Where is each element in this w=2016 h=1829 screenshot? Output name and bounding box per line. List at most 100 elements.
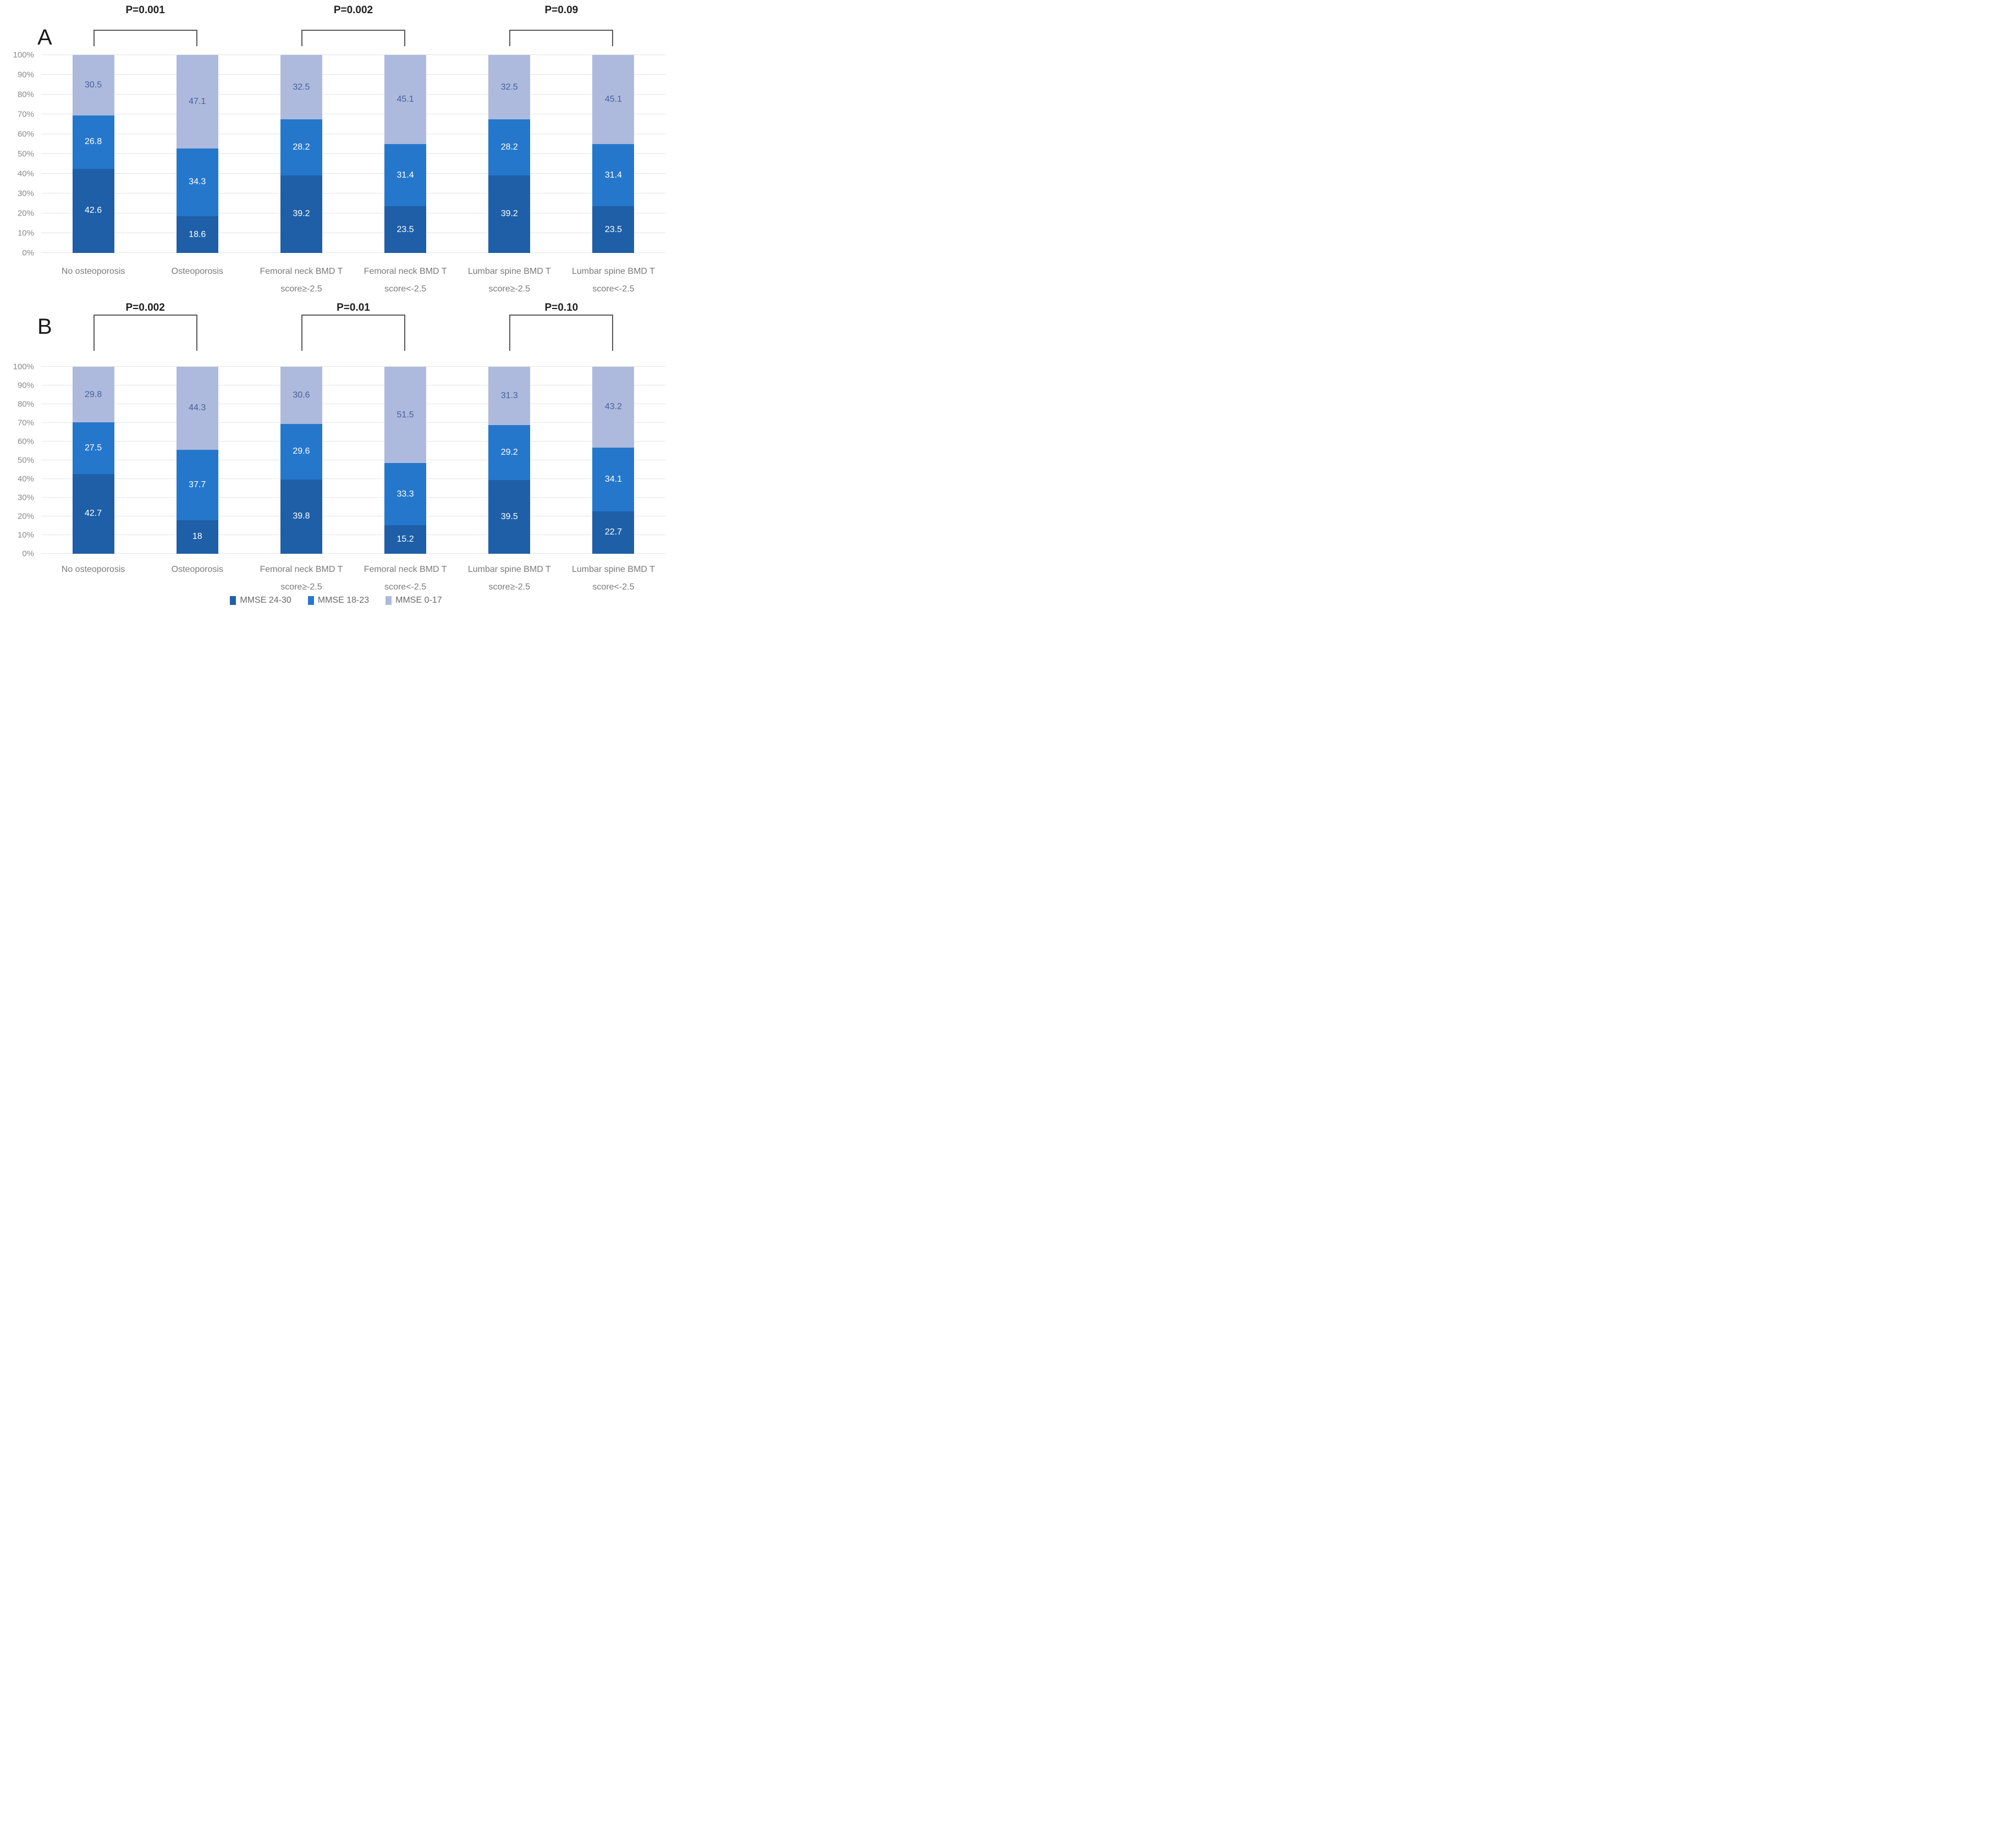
category-label: Lumbar spine BMD T score<-2.5 (572, 565, 655, 592)
bar-value-label: 26.8 (85, 137, 102, 147)
bar-segment: 39.5 (488, 480, 531, 554)
bar-segment: 32.5 (280, 55, 322, 120)
significance-bracket (93, 30, 197, 46)
bar-segment: 43.2 (592, 367, 635, 448)
y-tick-label: 90% (17, 70, 34, 80)
y-tick-label: 40% (17, 169, 34, 179)
bar-value-label: 34.3 (189, 177, 206, 187)
chart-legend: MMSE 24-30 MMSE 18-23 MMSE 0-17 (0, 596, 672, 605)
stacked-bar: 30.6 29.6 39.8 (280, 367, 322, 554)
bar-value-label: 39.2 (500, 209, 518, 219)
category-label: Lumbar spine BMD T score≥-2.5 (467, 565, 551, 592)
p-value-label: P=0.10 (544, 302, 579, 313)
stacked-bar: 45.1 31.4 23.5 (384, 55, 427, 253)
bar-slot: 32.5 28.2 39.2 (249, 55, 353, 253)
y-tick-label: 20% (17, 511, 34, 521)
y-tick-label: 30% (17, 189, 34, 199)
stacked-bar: 45.1 31.4 23.5 (592, 55, 635, 253)
bar-segment: 32.5 (488, 55, 531, 120)
p-value-label: P=0.01 (337, 302, 370, 313)
bar-slot: 31.3 29.2 39.5 (458, 367, 561, 554)
stacked-bar: 31.3 29.2 39.5 (488, 367, 531, 554)
bar-slot: 51.5 33.3 15.2 (354, 367, 458, 554)
bar-value-label: 29.6 (293, 447, 310, 456)
bar-segment: 18 (176, 520, 218, 554)
bar-segment: 29.6 (280, 424, 322, 480)
bar-segment: 42.7 (72, 473, 114, 554)
bar-value-label: 47.1 (189, 96, 206, 106)
category-label: Femoral neck BMD T score<-2.5 (363, 267, 447, 294)
bar-value-label: 32.5 (293, 82, 310, 92)
category-label: No osteoporosis (61, 565, 125, 574)
bar-segment: 31.4 (592, 144, 635, 207)
bar-segment: 31.3 (488, 367, 531, 426)
category-label: Lumbar spine BMD T score<-2.5 (572, 267, 655, 294)
gridline (41, 441, 665, 442)
bar-value-label: 31.3 (500, 391, 518, 401)
legend-swatch (307, 596, 314, 605)
category-label: Osteoporosis (171, 267, 223, 276)
bar-value-label: 45.1 (396, 95, 414, 104)
gridline (41, 366, 665, 367)
bar-value-label: 27.5 (85, 443, 102, 453)
p-value-label: P=0.09 (544, 4, 579, 16)
y-tick-label: 10% (17, 228, 34, 238)
y-tick-label: 50% (17, 455, 34, 465)
category-label: Femoral neck BMD T score<-2.5 (363, 565, 447, 592)
bar-slot: 32.5 28.2 39.2 (458, 55, 561, 253)
bar-value-label: 51.5 (396, 410, 414, 420)
gridline (41, 478, 665, 479)
y-tick-label: 10% (17, 530, 34, 540)
bar-slot: 29.8 27.5 42.7 (41, 367, 145, 554)
legend-item: MMSE 18-23 (307, 596, 369, 605)
stacked-bar: 29.8 27.5 42.7 (72, 367, 114, 554)
legend-swatch (230, 596, 236, 605)
bar-value-label: 33.3 (396, 489, 414, 499)
p-value-label: P=0.001 (125, 4, 165, 16)
stacked-bar: 32.5 28.2 39.2 (488, 55, 531, 253)
stacked-bar: 30.5 26.8 42.6 (72, 55, 114, 253)
category-label: Femoral neck BMD T score≥-2.5 (260, 267, 343, 294)
bar-segment: 39.2 (488, 175, 531, 253)
bar-segment: 15.2 (384, 525, 427, 554)
bar-segment: 29.2 (488, 425, 531, 480)
bar-segment: 39.8 (280, 479, 322, 554)
y-tick-label: 100% (13, 50, 34, 60)
gridline (41, 153, 665, 154)
y-tick-label: 90% (17, 381, 34, 390)
bar-slot: 43.2 34.1 22.7 (561, 367, 665, 554)
y-tick-label: 80% (17, 90, 34, 100)
bar-value-label: 34.1 (604, 474, 622, 484)
gridline (41, 252, 665, 253)
legend-swatch (385, 596, 392, 605)
bar-value-label: 29.8 (85, 389, 102, 399)
legend-label: MMSE 24-30 (240, 596, 291, 605)
bar-value-label: 37.7 (189, 480, 206, 489)
bar-value-label: 31.4 (396, 170, 414, 180)
bar-segment: 23.5 (384, 206, 427, 253)
bar-value-label: 30.6 (293, 390, 310, 400)
bar-segment: 33.3 (384, 463, 427, 526)
panel-letter-b: B (37, 315, 52, 339)
stacked-bar: 47.1 34.3 18.6 (176, 55, 218, 253)
bar-value-label: 39.8 (293, 511, 310, 521)
bar-segment: 18.6 (176, 216, 218, 253)
bar-value-label: 31.4 (604, 170, 622, 180)
gridline (41, 193, 665, 194)
significance-bracket (93, 315, 197, 351)
y-tick-label: 50% (17, 149, 34, 159)
bar-value-label: 32.5 (500, 82, 518, 92)
panel-letter-a: A (37, 25, 52, 49)
bar-slot: 47.1 34.3 18.6 (145, 55, 249, 253)
bar-segment: 44.3 (176, 367, 218, 450)
legend-item: MMSE 0-17 (385, 596, 442, 605)
bar-segment: 22.7 (592, 511, 635, 554)
stacked-bar: 32.5 28.2 39.2 (280, 55, 322, 253)
plot-area: 0% 10% 20% 30% 40% 50% 60% 70% 80% 90% 100% 29.8 27.… (13, 362, 665, 559)
y-tick-label: 80% (17, 399, 34, 409)
category-label: Femoral neck BMD T score≥-2.5 (260, 565, 343, 592)
panel-a: A 0% 10% 20% 30% 40% 50% 60% 70% 80% 90% 100% 30.5 26… (0, 0, 672, 301)
bar-segment: 37.7 (176, 449, 218, 520)
category-label: Lumbar spine BMD T score≥-2.5 (467, 267, 551, 294)
bar-segment: 29.8 (72, 367, 114, 423)
